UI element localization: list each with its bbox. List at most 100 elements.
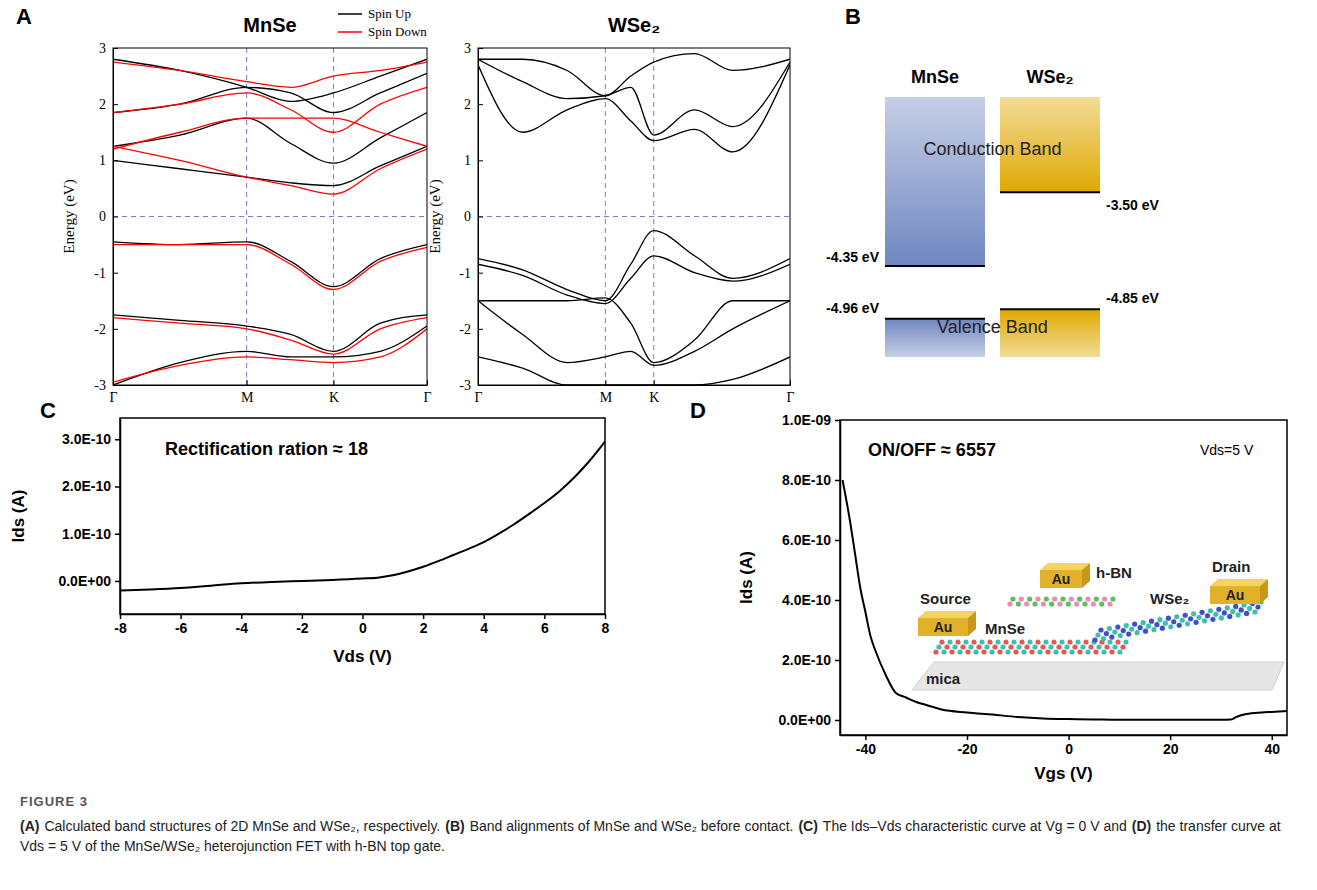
- panel: -40-20020400.0E+002.0E-104.0E-106.0E-108…: [737, 412, 1288, 783]
- data-line: [113, 245, 427, 290]
- y-tick-label: -3: [459, 378, 471, 393]
- x-tick: K: [329, 380, 339, 405]
- mnse-atom: [1104, 644, 1109, 649]
- data-line: [113, 146, 427, 185]
- hbn-atom: [1060, 596, 1065, 601]
- x-tick: -20: [957, 735, 977, 757]
- caption-segment: Band alignments of MnSe and WSe₂ before …: [470, 818, 794, 834]
- panel-letter: B: [845, 4, 861, 29]
- y-tick-label: 0.0E+00: [58, 573, 111, 589]
- mnse-atom: [1069, 649, 1074, 654]
- mnse-atom: [976, 644, 981, 649]
- energy-label: -3.50 eV: [1106, 197, 1160, 213]
- wse2-atom: [1185, 621, 1190, 626]
- mnse-atom: [939, 639, 944, 644]
- wse2-atom: [1143, 629, 1148, 634]
- wse2-atom: [1252, 609, 1257, 614]
- x-tick-mark: [654, 380, 655, 385]
- x-tick: -40: [856, 735, 876, 757]
- x-tick-label: 8: [602, 620, 610, 636]
- wse2-atom: [1174, 614, 1179, 619]
- data-line: [843, 480, 1287, 720]
- hbn-atom: [1027, 596, 1032, 601]
- mnse-atom: [1024, 644, 1029, 649]
- y-axis: -3-2-10123: [459, 41, 483, 393]
- y-tick: 0.0E+00: [58, 573, 120, 589]
- wse2-atom: [1104, 631, 1109, 636]
- mnse-atom: [1013, 649, 1018, 654]
- x-tick-label: 40: [1264, 741, 1280, 757]
- substrate: [912, 662, 1284, 690]
- wse2-atom: [1138, 625, 1143, 630]
- mnse-atom: [1043, 639, 1048, 644]
- mnse-atom: [957, 649, 962, 654]
- x-tick: K: [649, 380, 659, 405]
- mnse-atom: [1120, 644, 1125, 649]
- x-tick-label: -6: [175, 620, 188, 636]
- plot-frame: [120, 418, 605, 614]
- wse2-atom: [1146, 624, 1151, 629]
- y-tick: 3.0E-10: [62, 431, 120, 447]
- y-tick-label: 3: [99, 41, 106, 56]
- panel: ΓMKΓ-3-2-10123MnSeEnergy (eV)Spin UpSpin…: [61, 6, 432, 405]
- wse2-atom: [1227, 614, 1232, 619]
- x-tick-label: Γ: [786, 390, 794, 405]
- plot-frame: [478, 48, 790, 385]
- x-tick-label: -8: [114, 620, 127, 636]
- data-line: [113, 315, 427, 352]
- x-tick: 40: [1264, 735, 1280, 757]
- mnse-atom: [1056, 644, 1061, 649]
- y-tick-label: 2.0E-10: [782, 652, 831, 668]
- y-tick: -1: [94, 266, 118, 281]
- caption-text: (A)Calculated band structures of 2D MnSe…: [20, 816, 1290, 856]
- mnse-atom: [984, 644, 989, 649]
- reference-line: [478, 216, 790, 217]
- hbn-atom: [1032, 601, 1037, 606]
- wse2-atom: [1109, 634, 1114, 639]
- wse2-atom: [1132, 622, 1137, 627]
- hbn-atom: [1074, 601, 1079, 606]
- hbn-atom: [1044, 596, 1049, 601]
- hbn-atom: [1107, 601, 1112, 606]
- mnse-atom: [971, 639, 976, 644]
- wse2-atom: [1121, 628, 1126, 633]
- wse2-atom: [1202, 618, 1207, 623]
- x-tick-label: -20: [957, 741, 977, 757]
- hbn-atom: [1099, 601, 1104, 606]
- electrode: [1210, 586, 1260, 604]
- mnse-atom: [1085, 649, 1090, 654]
- mnse-atom: [952, 644, 957, 649]
- y-tick-mark: [478, 104, 483, 105]
- y-tick-mark: [478, 217, 483, 218]
- y-tick-label: 6.0E-10: [782, 532, 831, 548]
- device-schematic: SourceAuAuAuMnSeh-BNWSe₂Drainmica: [912, 558, 1284, 690]
- y-axis: 0.0E+001.0E-102.0E-103.0E-10: [58, 419, 120, 615]
- x-tick-label: -4: [236, 620, 249, 636]
- mnse-atom: [1093, 649, 1098, 654]
- mnse-atom: [1109, 649, 1114, 654]
- data-line: [113, 329, 427, 382]
- y-tick-label: 1: [99, 153, 106, 168]
- panel-letter: A: [16, 4, 32, 29]
- y-tick-mark: [478, 329, 483, 330]
- hbn-atom: [1049, 601, 1054, 606]
- y-tick: -2: [94, 322, 118, 337]
- x-tick: 0: [359, 614, 367, 636]
- wse2-atom: [1171, 619, 1176, 624]
- data-line: [113, 87, 427, 132]
- data-line: [478, 59, 790, 135]
- chart-title: MnSe: [243, 14, 296, 36]
- wse2-atom: [1112, 629, 1117, 634]
- mnse-atom: [981, 649, 986, 654]
- hbn-atom: [1010, 596, 1015, 601]
- y-tick: 0.0E+00: [778, 712, 840, 728]
- y-tick: 0: [464, 209, 483, 224]
- mnse-atom: [1077, 649, 1082, 654]
- y-tick-label: -1: [459, 266, 471, 281]
- wse2-atom: [1126, 632, 1131, 637]
- plot-data: [113, 59, 427, 385]
- mnse-atom: [947, 639, 952, 644]
- mnse-atom: [1115, 639, 1120, 644]
- reference-line: [246, 48, 247, 385]
- mnse-atom: [1080, 644, 1085, 649]
